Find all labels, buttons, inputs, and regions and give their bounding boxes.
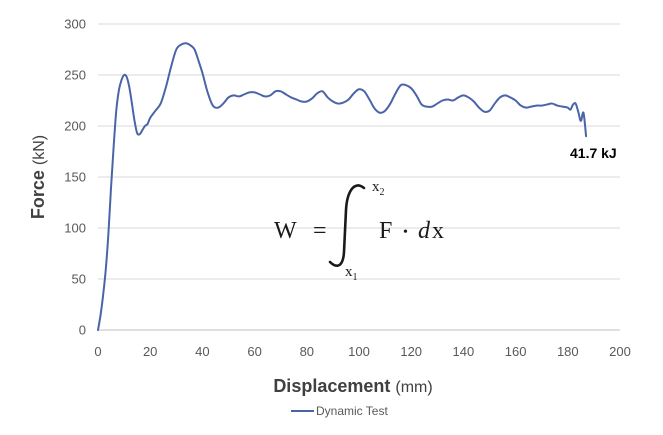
upper-limit-subscript: 2: [380, 187, 385, 198]
x-axis-title: Displacement (mm): [273, 376, 432, 396]
equation-differential-d: d: [418, 218, 431, 244]
y-tick-label: 0: [79, 323, 86, 338]
x-axis-unit: (mm): [395, 379, 432, 396]
x-tick-label: 180: [557, 344, 579, 359]
y-tick-label: 150: [64, 170, 86, 185]
x-tick-label: 200: [609, 344, 631, 359]
y-axis-title: Force (kN): [28, 135, 48, 219]
equation-lhs: W: [274, 218, 297, 244]
y-tick-label: 200: [64, 119, 86, 134]
x-tick-label: 40: [195, 344, 209, 359]
x-tick-label: 80: [300, 344, 314, 359]
x-tick-label: 120: [400, 344, 422, 359]
work-equation: W = x2 x1 F • d x: [274, 179, 444, 283]
x-tick-label: 0: [94, 344, 101, 359]
lower-limit-subscript: 1: [353, 272, 358, 283]
y-axis-unit: (kN): [31, 135, 48, 165]
upper-limit-var: x: [372, 179, 380, 195]
integral-sign: [328, 184, 366, 267]
y-tick-label: 250: [64, 68, 86, 83]
x-tick-label: 140: [453, 344, 475, 359]
legend: Dynamic Test: [291, 404, 388, 418]
legend-label-dynamic-test: Dynamic Test: [316, 404, 388, 418]
y-tick-label: 100: [64, 221, 86, 236]
x-tick-label: 160: [505, 344, 527, 359]
x-tick-labels: 0 20 40 60 80 100 120 140 160 180 200: [94, 344, 630, 359]
gridlines: [98, 23, 620, 280]
lower-limit-var: x: [345, 264, 353, 280]
equation-lower-limit: x1: [345, 264, 358, 283]
equation-integrand: F: [379, 218, 392, 244]
series-line-dynamic-test: [97, 42, 588, 331]
equation-equals: =: [313, 218, 327, 244]
energy-annotation: 41.7 kJ: [570, 145, 617, 161]
y-tick-label: 50: [72, 272, 86, 287]
x-axis-label: Displacement: [273, 376, 390, 396]
equation-upper-limit: x2: [372, 179, 385, 198]
y-axis-label: Force: [28, 170, 48, 219]
y-tick-labels: 0 50 100 150 200 250 300: [64, 17, 86, 338]
x-tick-label: 20: [143, 344, 157, 359]
y-tick-label: 300: [64, 17, 86, 32]
equation-differential-var: x: [432, 218, 444, 244]
x-tick-label: 60: [247, 344, 261, 359]
x-tick-label: 100: [348, 344, 370, 359]
equation-dot: •: [403, 225, 408, 240]
